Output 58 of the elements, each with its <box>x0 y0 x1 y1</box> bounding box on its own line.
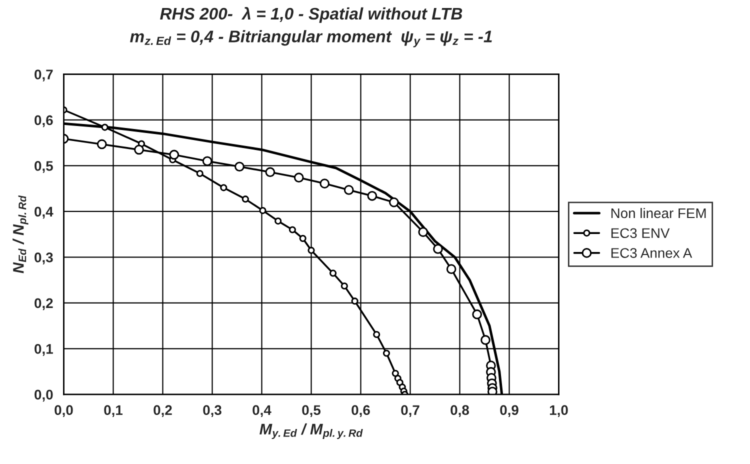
point <box>96 139 107 150</box>
x-tick-label: 0,4 <box>252 405 272 418</box>
x-tick-label: 1,0 <box>550 405 568 418</box>
point <box>351 298 358 305</box>
x-axis-title: M$_{y.Ed}$ / M$_{pl.y.Rd}$ <box>260 423 363 440</box>
point <box>367 190 378 201</box>
point <box>101 124 108 131</box>
point <box>446 264 456 274</box>
y-tick-label: 0,1 <box>34 344 53 356</box>
point <box>259 206 266 214</box>
point <box>308 246 315 254</box>
x-tick-label: 0,6 <box>352 405 370 418</box>
point <box>418 227 428 237</box>
y-tick-label: 0,0 <box>34 390 53 402</box>
x-tick-label: 0,8 <box>450 405 469 418</box>
point <box>288 226 296 234</box>
point <box>134 144 144 155</box>
x-tick-label: 0,5 <box>302 405 321 418</box>
y-axis-title: N$_{Ed}$ / N$_{pl.Rd}$ <box>12 195 28 274</box>
y-tick-label: 0,7 <box>34 70 53 82</box>
y-tick-label: 0,5 <box>34 161 53 173</box>
point <box>329 270 337 277</box>
point <box>265 167 276 178</box>
point <box>202 156 212 166</box>
point <box>169 150 180 160</box>
point <box>320 178 330 188</box>
x-tick-label: 0,1 <box>104 405 123 418</box>
point <box>388 197 399 208</box>
point <box>344 185 354 195</box>
point <box>220 184 228 192</box>
point <box>392 370 399 377</box>
x-tick-label: 0,7 <box>401 405 420 418</box>
chart-subtitle: m$_{z.Ed}$ = 0,4 - Bitriangular moment ψ$_{y}$ = ψ$_{z}$ = -1 <box>130 30 492 48</box>
legend-label: Non linear FEM <box>611 208 706 218</box>
point <box>294 172 304 183</box>
point <box>242 196 249 203</box>
point <box>299 234 306 242</box>
chart-title: RHS 200- λ = 1,0 - Spatial without LTB <box>160 6 462 23</box>
y-tick-label: 0,2 <box>34 298 53 310</box>
y-tick-label: 0,6 <box>34 115 53 128</box>
y-tick-label: 0,4 <box>34 206 54 219</box>
point <box>472 309 482 320</box>
point <box>487 386 498 394</box>
x-tick-label: 0,0 <box>54 405 73 418</box>
x-tick-label: 0,3 <box>203 405 222 418</box>
point <box>340 282 348 290</box>
point <box>433 244 443 254</box>
y-tick-label: 0,3 <box>34 252 53 264</box>
legend-label: EC3 Annex A <box>611 248 692 258</box>
point <box>373 330 380 338</box>
x-tick-label: 0,9 <box>500 405 518 418</box>
point <box>196 170 204 178</box>
point <box>382 350 390 357</box>
point <box>234 162 244 172</box>
x-tick-label: 0,2 <box>154 405 172 418</box>
point <box>274 218 282 225</box>
legend-label: EC3 ENV <box>611 228 670 238</box>
point <box>480 335 490 345</box>
